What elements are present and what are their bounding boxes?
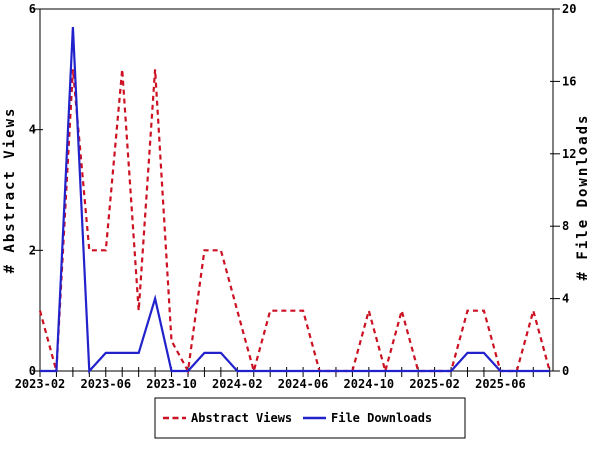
plot-frame [39, 8, 554, 372]
left-axis-tick-label: 2 [29, 243, 36, 257]
right-axis-tick-label: 8 [562, 219, 569, 233]
left-axis-tick-label: 0 [29, 364, 36, 378]
right-axis-tick-label: 0 [562, 364, 569, 378]
x-axis-tick-label: 2025-02 [409, 377, 460, 391]
x-axis-tick-label: 2023-06 [80, 377, 131, 391]
x-axis-tick-label: 2024-02 [212, 377, 263, 391]
right-axis-tick-label: 12 [562, 147, 576, 161]
x-axis-tick-label: 2023-02 [15, 377, 66, 391]
x-axis-tick-label: 2024-06 [278, 377, 329, 391]
legend-file-downloads-label: File Downloads [331, 411, 432, 425]
left-axis-tick-label: 6 [29, 2, 36, 16]
data-series-layer [38, 27, 551, 376]
x-axis-tick-label: 2024-10 [344, 377, 395, 391]
plot-frame-layer [39, 8, 554, 372]
file-downloads-line [40, 27, 550, 374]
legend-abstract-views-label: Abstract Views [191, 411, 292, 425]
right-axis-title: # File Downloads [575, 114, 591, 281]
right-axis-tick-label: 16 [562, 74, 576, 88]
left-axis-title: # Abstract Views [2, 107, 18, 274]
legend: Abstract Views File Downloads [154, 397, 466, 439]
right-axis-tick-label: 20 [562, 2, 576, 16]
right-axis-tick-label: 4 [562, 292, 569, 306]
x-axis-tick-label: 2025-06 [475, 377, 526, 391]
axis-ticks-layer: 2023-02 2023-06 2023-10 2024-02 2024-06 2024-… [15, 2, 577, 391]
left-axis-tick-label: 4 [29, 123, 36, 137]
abstract-views-line [38, 69, 551, 376]
x-axis-tick-label: 2023-10 [146, 377, 197, 391]
